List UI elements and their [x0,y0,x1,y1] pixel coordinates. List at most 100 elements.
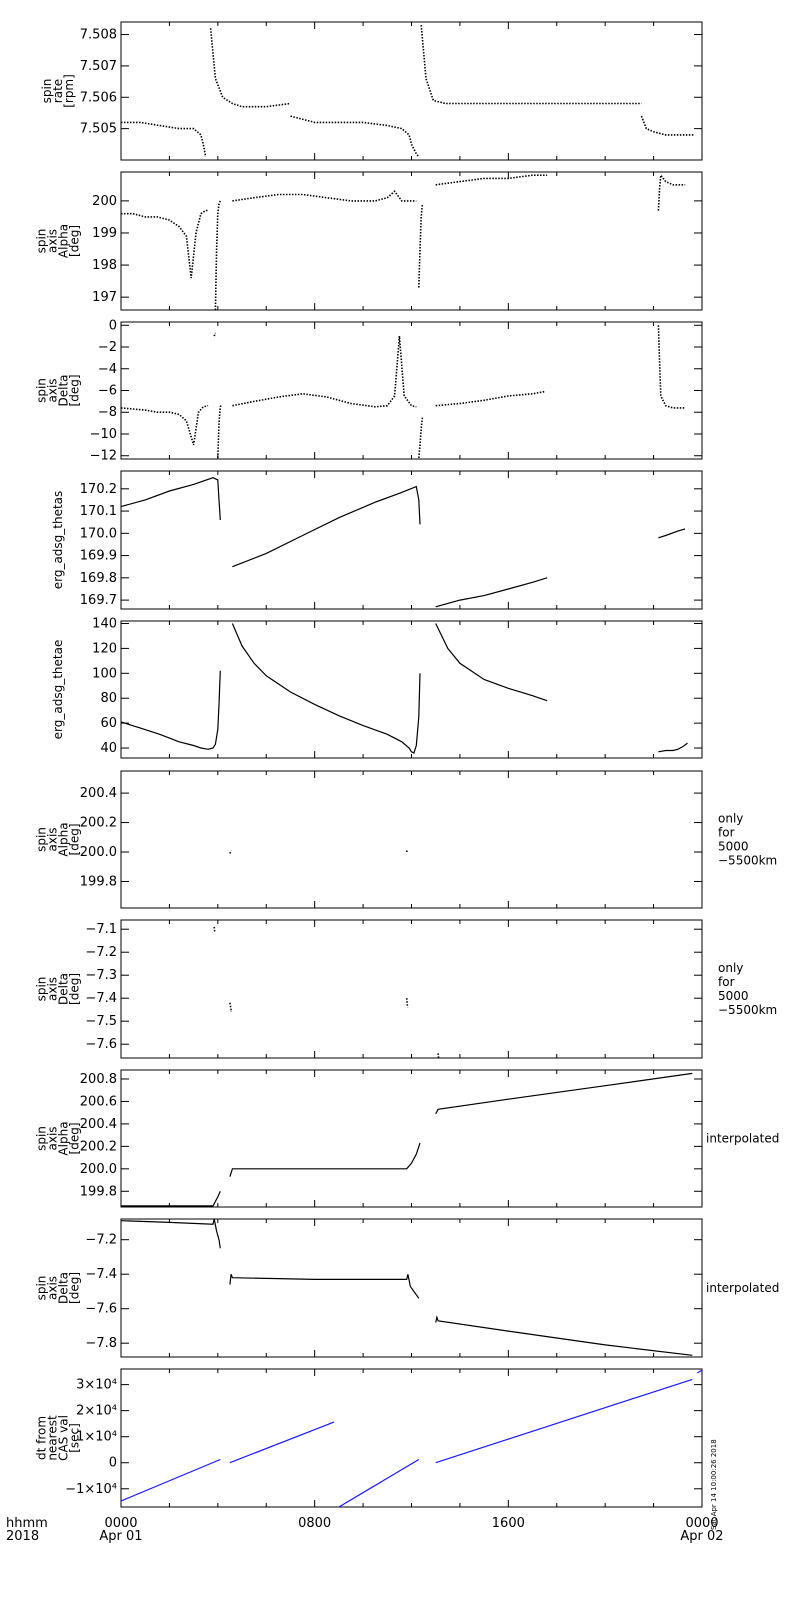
series-segment [229,1273,420,1299]
y-tick-label: 80 [100,691,117,706]
y-axis: 7.505 7.506 7.507 7.508 [80,28,702,137]
series-segment [657,173,686,211]
y-tick-label: 199.8 [80,874,117,889]
y-axis-label: spin [35,1276,49,1301]
series [229,850,408,854]
side-note: 5000 [718,840,749,854]
series-segment [232,190,417,202]
side-note: for [718,826,735,840]
panel-8: 199.8 200.0 200.2 200.4 200.6 200.8 spinaxisAl… [35,1069,779,1208]
series-segment [214,200,222,310]
panel-frame [120,919,703,1059]
y-axis: −7.8 −7.6 −7.4 −7.2 [85,1233,702,1351]
y-axis-label: axis [46,378,60,402]
y-axis-label: axis [46,229,60,253]
series-segment [232,485,421,568]
y-tick-label: 169.8 [80,571,117,586]
y-axis-label: Alpha [57,822,71,856]
series-segment [435,390,545,407]
side-note: 5000 [718,989,749,1003]
y-tick-label: −2 [98,340,117,355]
y-axis: −12 −10 −8 −6 −4 −2 0 [90,318,702,464]
panel-5: 40 60 80 100 120 140 erg_adsg_thetae [51,616,703,759]
series-segment [121,404,209,446]
y-axis-label: [deg] [68,824,82,856]
y-axis-label: [sec] [68,1423,82,1453]
credit-text: Sat Apr 14 10:00:26 2018 [710,1439,718,1530]
y-tick-label: 0 [109,1456,117,1471]
panel-frame [120,21,703,161]
y-tick-label: −8 [98,405,117,420]
panel-frame [120,470,703,610]
x-tick-label: 0000 [685,1516,718,1531]
y-tick-label: 200.2 [80,816,117,831]
y-axis-label: axis [46,977,60,1001]
series-segment [121,121,207,158]
y-tick-label: −1×10⁴ [65,1482,117,1497]
series-segment [657,325,686,409]
y-tick-label: −7.3 [85,968,117,983]
y-tick-label: 40 [100,741,117,756]
series-segment [229,850,232,854]
y-tick-label: 170.1 [80,504,117,519]
side-note: interpolated [706,1132,779,1146]
y-tick-label: 198 [92,258,117,273]
y-axis-label: [deg] [68,1123,82,1155]
y-axis-label: spin [35,378,49,403]
series-segment [121,670,221,750]
y-tick-label: −6 [98,384,117,399]
series-segment [405,998,409,1008]
y-axis-label: spin [40,79,54,104]
y-axis-label: dt from [35,1416,49,1460]
series [121,1072,693,1207]
y-tick-label: −7.2 [85,1233,117,1248]
series [121,477,686,608]
y-tick-label: 170.2 [80,482,117,497]
y-tick-label: 3×10⁴ [76,1378,117,1393]
x-tick-label: Apr 01 [99,1529,142,1544]
x-tick-label: Apr 02 [680,1529,723,1544]
y-tick-label: 200.0 [80,845,117,860]
y-tick-label: −7.8 [85,1336,117,1351]
side-note: interpolated [706,1281,779,1295]
y-tick-label: 169.7 [80,593,117,608]
y-axis-label: [rpm] [62,74,76,108]
y-axis: 199.8 200.0 200.2 200.4 [80,786,702,889]
y-tick-label: 200.4 [80,1117,117,1132]
series-segment [121,1191,221,1207]
y-tick-label: −7.4 [85,991,117,1006]
y-axis-label: axis [46,827,60,851]
series-segment [290,115,420,158]
y-tick-label: 120 [92,641,117,656]
y-tick-label: −7.5 [85,1014,117,1029]
panels-layer: 7.5057.5067.5077.508spinrate[rpm]1971981… [35,21,779,1508]
y-axis: −1×10⁴ 0 1×10⁴ 2×10⁴ 3×10⁴ [65,1378,702,1497]
y-tick-label: 7.505 [80,122,117,137]
series [121,1219,693,1356]
series-segment [435,623,548,702]
y-tick-label: 200 [92,194,117,209]
y-axis-label: rate [51,79,65,103]
series-segment [658,742,688,753]
y-axis: 199.8 200.0 200.2 200.4 200.6 200.8 [80,1072,702,1199]
y-tick-label: −12 [90,449,117,464]
y-tick-label: 199 [92,226,117,241]
y-tick-label: 200.0 [80,1162,117,1177]
y-axis-label: [deg] [68,1272,82,1304]
y-axis-label: axis [46,1276,60,1300]
y-tick-label: −7.6 [85,1302,117,1317]
series-segment [435,577,548,608]
y-axis-label: spin [35,229,49,254]
y-tick-label: −7.6 [85,1037,117,1052]
series [121,1369,702,1507]
y-axis: 197 198 199 200 [92,194,702,305]
side-note: for [718,975,735,989]
x-tick-label: 0000 [104,1516,137,1531]
y-tick-label: 1×10⁴ [76,1430,117,1445]
y-tick-label: 200.4 [80,786,117,801]
y-axis-label: CAS val [57,1415,71,1461]
